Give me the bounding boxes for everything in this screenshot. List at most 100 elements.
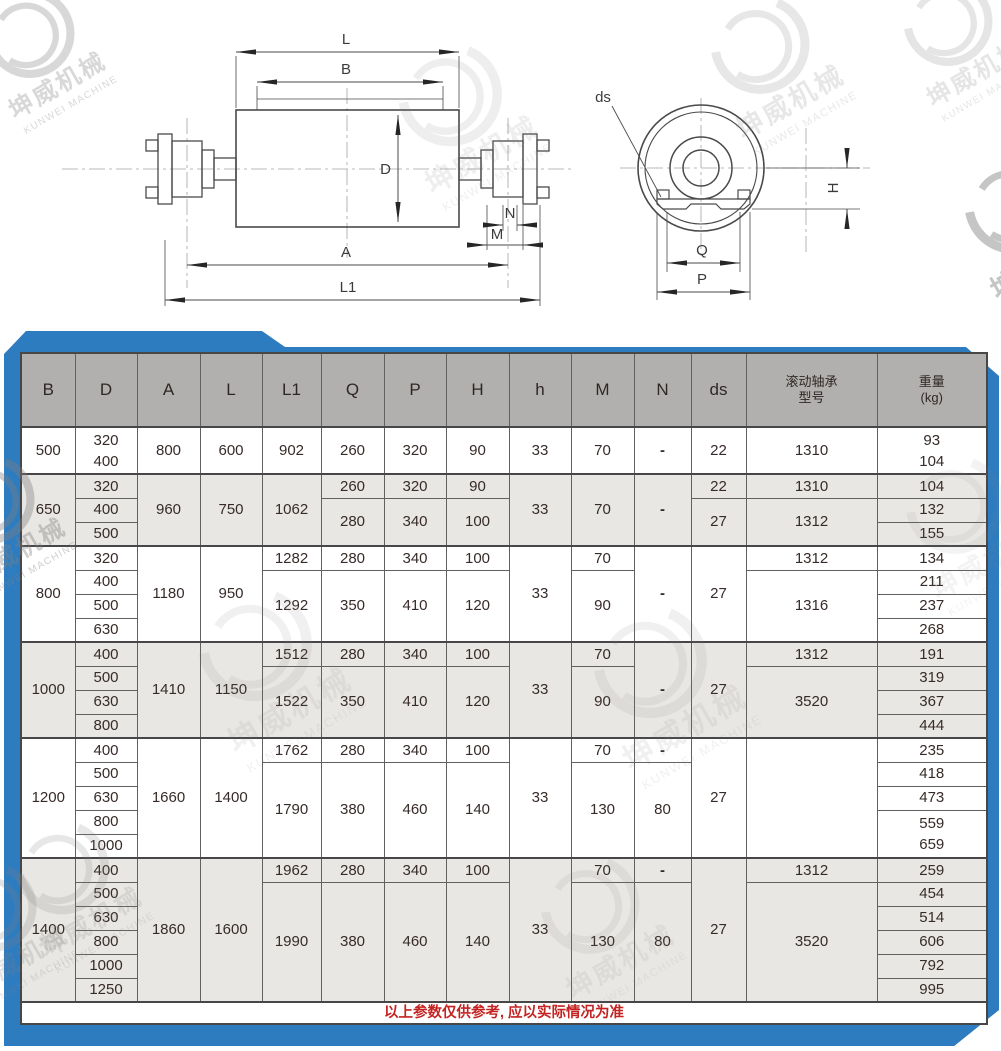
cell-M: 130 bbox=[570, 761, 635, 859]
cell-N: - bbox=[633, 545, 692, 643]
cell-weight: 792 bbox=[876, 953, 988, 979]
col-header-N: N bbox=[633, 352, 692, 428]
table-row: 650 320 960 750 1062 260 320 90 33 70 - … bbox=[20, 473, 988, 547]
col-header-Q: Q bbox=[320, 352, 385, 428]
dim-label-h: H bbox=[825, 183, 842, 194]
cell-N: - bbox=[633, 737, 692, 763]
cell-P: 340 bbox=[383, 641, 447, 667]
cell-H: 100 bbox=[445, 545, 510, 571]
cell-weight: 93 104 bbox=[876, 426, 988, 475]
cell-P: 340 bbox=[383, 497, 447, 547]
cell-P: 340 bbox=[383, 737, 447, 763]
cell-D: 500 bbox=[74, 593, 138, 619]
cell-Q: 260 bbox=[320, 426, 385, 475]
note-row: 以上参数仅供参考, 应以实际情况为准 bbox=[20, 1001, 988, 1025]
dim-label-ds: ds bbox=[595, 89, 611, 106]
end-view-dimension-lines bbox=[657, 148, 850, 295]
cell-D: 500 bbox=[74, 665, 138, 691]
col-header-weight: 重量 (kg) bbox=[876, 352, 988, 428]
cell-B: 1000 bbox=[20, 641, 76, 739]
cell-L: 950 bbox=[199, 545, 263, 643]
cell-ds: 27 bbox=[690, 641, 747, 739]
cell-weight: 995 bbox=[876, 977, 988, 1003]
cell-D: 630 bbox=[74, 905, 138, 931]
cell-bearing: 1312 bbox=[745, 497, 878, 547]
cell-D: 500 bbox=[74, 881, 138, 907]
cell-bearing bbox=[745, 737, 878, 859]
cell-h: 33 bbox=[508, 473, 572, 547]
cell-M: 70 bbox=[570, 426, 635, 475]
cell-weight: 454 bbox=[876, 881, 988, 907]
cell-N: 80 bbox=[633, 881, 692, 1003]
cell-M: 70 bbox=[570, 473, 635, 547]
table-row: 1000 400 1410 1150 1512 280 340 100 33 7… bbox=[20, 641, 988, 739]
drum-outline bbox=[235, 98, 460, 228]
cell-H: 100 bbox=[445, 497, 510, 547]
cell-L1: 1282 bbox=[261, 545, 322, 571]
cell-weight: 235 bbox=[876, 737, 988, 763]
cell-N: - bbox=[633, 426, 692, 475]
dim-label-a: A bbox=[341, 244, 351, 261]
centerlines bbox=[62, 88, 870, 288]
cell-weight: 444 bbox=[876, 713, 988, 739]
col-header-bearing: 滚动轴承 型号 bbox=[745, 352, 878, 428]
cell-L1: 1522 bbox=[261, 665, 322, 739]
cell-P: 460 bbox=[383, 761, 447, 859]
cell-M: 70 bbox=[570, 737, 635, 763]
cell-L1: 1990 bbox=[261, 881, 322, 1003]
cell-D: 400 bbox=[74, 737, 138, 763]
cell-B: 1200 bbox=[20, 737, 76, 859]
cell-weight: 132 bbox=[876, 497, 988, 523]
cell-D: 320 bbox=[74, 545, 138, 571]
cell-Q: 280 bbox=[320, 545, 385, 571]
cell-Q: 350 bbox=[320, 569, 385, 643]
cell-H: 100 bbox=[445, 737, 510, 763]
cell-weight: 559 659 bbox=[876, 809, 988, 859]
disclaimer-note: 以上参数仅供参考, 应以实际情况为准 bbox=[20, 1001, 988, 1025]
col-header-L: L bbox=[199, 352, 263, 428]
table-row: 500 320 400 800 600 902 260 320 90 33 70 … bbox=[20, 426, 988, 475]
cell-P: 460 bbox=[383, 881, 447, 1003]
cell-L1: 1962 bbox=[261, 857, 322, 883]
cell-L1: 902 bbox=[261, 426, 322, 475]
col-header-H: H bbox=[445, 352, 510, 428]
cell-weight: 268 bbox=[876, 617, 988, 643]
cell-h: 33 bbox=[508, 545, 572, 643]
col-header-M: M bbox=[570, 352, 635, 428]
col-header-B: B bbox=[20, 352, 76, 428]
extension-lines bbox=[164, 56, 541, 306]
cell-M: 90 bbox=[570, 569, 635, 643]
cell-L: 750 bbox=[199, 473, 263, 547]
cell-D: 400 bbox=[74, 641, 138, 667]
cell-D: 500 bbox=[74, 761, 138, 787]
cell-N: 80 bbox=[633, 761, 692, 859]
cell-M: 70 bbox=[570, 641, 635, 667]
cell-D: 1000 bbox=[74, 833, 138, 859]
cell-ds: 22 bbox=[690, 426, 747, 475]
cell-bearing: 1312 bbox=[745, 857, 878, 883]
cell-L: 1400 bbox=[199, 737, 263, 859]
cell-h: 33 bbox=[508, 641, 572, 739]
cell-A: 1860 bbox=[136, 857, 201, 1003]
dim-label-m: M bbox=[491, 226, 504, 243]
cell-bearing: 1310 bbox=[745, 473, 878, 499]
dimension-lines bbox=[165, 49, 543, 303]
spec-table: B D A L L1 Q P H h M N ds 滚动轴承 型号 重量 (kg) … bbox=[20, 352, 988, 1025]
cell-P: 320 bbox=[383, 426, 447, 475]
cell-weight: 104 bbox=[876, 473, 988, 499]
cell-D: 630 bbox=[74, 617, 138, 643]
cell-P: 410 bbox=[383, 569, 447, 643]
dim-label-q: Q bbox=[696, 242, 708, 259]
cell-B: 650 bbox=[20, 473, 76, 547]
table-row: 1200 400 1660 1400 1762 280 340 100 33 7… bbox=[20, 737, 988, 859]
left-bearing bbox=[145, 133, 237, 205]
cell-D: 400 bbox=[74, 569, 138, 595]
cell-A: 1660 bbox=[136, 737, 201, 859]
cell-H: 100 bbox=[445, 641, 510, 667]
cell-weight: 191 bbox=[876, 641, 988, 667]
cell-weight: 473 bbox=[876, 785, 988, 811]
cell-h: 33 bbox=[508, 857, 572, 1003]
technical-drawing: L B D A L1 N M ds H Q P bbox=[62, 31, 870, 306]
cell-L: 1150 bbox=[199, 641, 263, 739]
cell-L1: 1292 bbox=[261, 569, 322, 643]
